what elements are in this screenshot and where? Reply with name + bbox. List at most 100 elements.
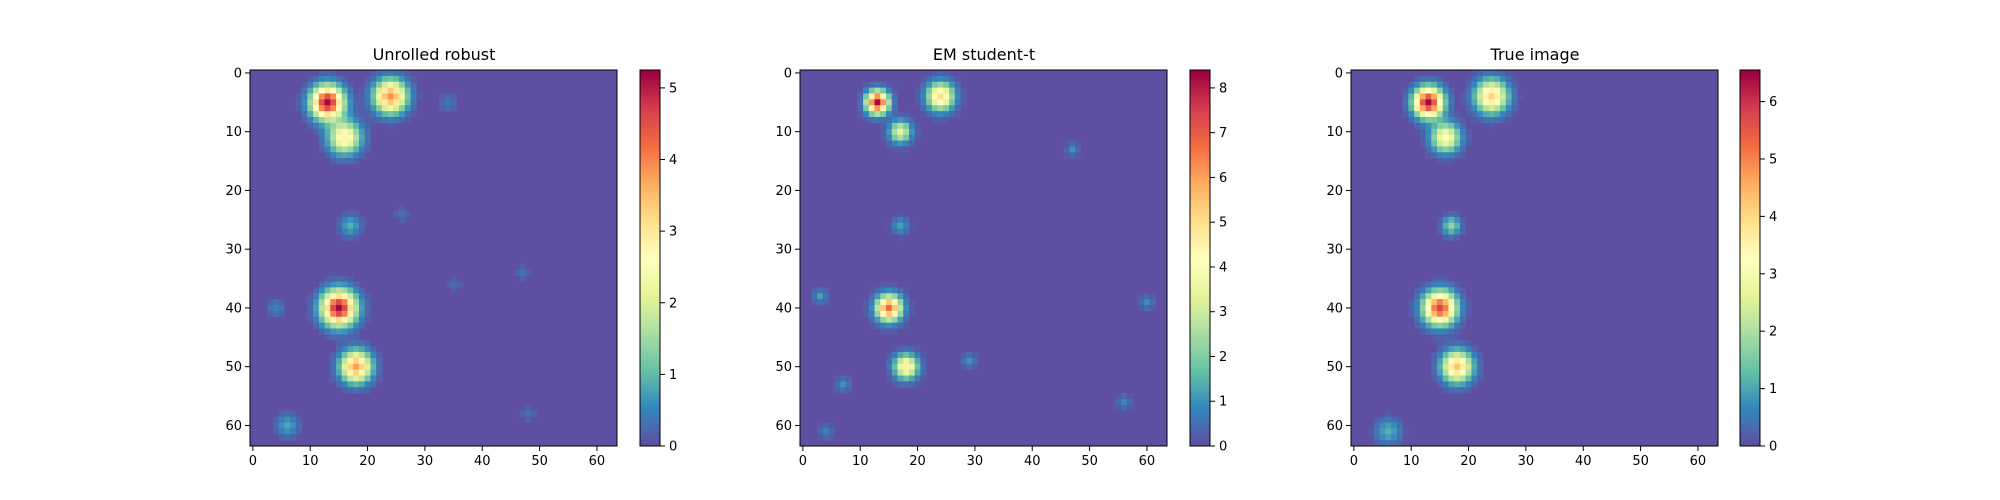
colorbar-segment (640, 242, 660, 246)
colorbar-segment (640, 430, 660, 434)
colorbar-segment (1190, 95, 1210, 99)
heatmap-cell (1442, 299, 1449, 306)
heatmap-cell (1454, 152, 1461, 159)
heatmap-cell (1402, 93, 1409, 100)
heatmap-cell (1402, 428, 1409, 435)
heatmap-cell (1477, 93, 1484, 100)
heatmap-cell (336, 140, 343, 147)
heatmap-cell (920, 111, 927, 118)
colorbar-tick-label: 4 (669, 153, 677, 168)
heatmap-cell (1391, 440, 1398, 447)
heatmap-cell (949, 81, 956, 89)
colorbar-segment (640, 383, 660, 387)
heatmap-cell (1437, 134, 1444, 141)
heatmap-cell (364, 357, 371, 365)
heatmap-cell (370, 375, 377, 382)
heatmap-cell (1500, 75, 1507, 83)
heatmap-cell (868, 293, 875, 300)
heatmap-cell (358, 305, 366, 312)
colorbar-segment (1740, 424, 1760, 428)
colorbar-segment (640, 226, 660, 231)
heatmap-cell (949, 93, 956, 100)
heatmap-cell (1431, 281, 1438, 288)
colorbar-segment (640, 283, 660, 287)
heatmap-cell (318, 81, 325, 89)
heatmap-cell (920, 93, 927, 100)
colorbar-segment (1740, 151, 1760, 156)
heatmap-cell (1477, 363, 1484, 371)
colorbar-segment (1190, 151, 1210, 156)
heatmap-cell (347, 381, 354, 388)
heatmap-cell (353, 128, 360, 136)
heatmap-cell (874, 117, 881, 124)
heatmap-cell (364, 87, 371, 94)
heatmap-cell (284, 422, 291, 429)
heatmap-cell (347, 111, 354, 118)
heatmap-cell (341, 287, 348, 294)
heatmap-cell (324, 99, 331, 106)
heatmap-cell (908, 363, 916, 371)
colorbar-segment (1740, 138, 1760, 143)
heatmap-cell (1391, 422, 1398, 429)
heatmap-cell (1075, 146, 1082, 153)
x-tick-label: 10 (1403, 454, 1420, 469)
heatmap-cell (387, 93, 394, 100)
heatmap-cell (1471, 346, 1478, 353)
heatmap-cell (341, 316, 348, 324)
heatmap-cell (1477, 81, 1484, 89)
heatmap-cell (364, 105, 371, 112)
heatmap-cell (336, 222, 343, 230)
heatmap-cell (931, 87, 939, 94)
heatmap-cell (1414, 305, 1421, 312)
heatmap-cell (926, 81, 933, 89)
heatmap-cell (1431, 146, 1438, 153)
colorbar-segment (640, 129, 660, 134)
heatmap-cell (863, 310, 870, 318)
colorbar-segment (1740, 229, 1760, 234)
colorbar-segment (1190, 298, 1210, 303)
colorbar-segment (1190, 182, 1210, 187)
colorbar-segment (640, 220, 660, 225)
heatmap-cell (347, 299, 354, 306)
heatmap-cell (313, 287, 320, 294)
heatmap-cell (880, 117, 887, 124)
heatmap-cell (347, 122, 354, 130)
heatmap-cell (330, 281, 337, 288)
colorbar-segment (640, 298, 660, 303)
colorbar-segment (1190, 195, 1210, 199)
heatmap-cell (1408, 117, 1415, 124)
heatmap-cell (347, 117, 354, 124)
colorbar-segment (640, 91, 660, 96)
heatmap-cell (1419, 99, 1426, 106)
colorbar-segment (640, 157, 660, 162)
heatmap-cell (1442, 105, 1449, 112)
heatmap-cell (1419, 281, 1426, 288)
colorbar-segment (1740, 91, 1760, 96)
heatmap-cell (1437, 369, 1444, 376)
heatmap-cell (1437, 222, 1444, 230)
heatmap-cell (1454, 322, 1461, 329)
heatmap-cell (1459, 228, 1467, 235)
heatmap-cell (1505, 105, 1512, 112)
colorbar-segment (1190, 157, 1210, 162)
heatmap-cell (376, 111, 383, 118)
colorbar-segment (1190, 123, 1210, 127)
heatmap-cell (863, 81, 870, 89)
colorbar-segment (640, 236, 660, 240)
heatmap-cell (1437, 375, 1444, 382)
heatmap-cell (1477, 105, 1484, 112)
heatmap-cell (886, 369, 893, 376)
heatmap-cell (318, 281, 325, 288)
heatmap-cell (1454, 128, 1461, 136)
colorbar-segment (1190, 170, 1210, 174)
colorbar-segment (640, 377, 660, 381)
heatmap-cell (1431, 287, 1438, 294)
heatmap-cell (1500, 87, 1507, 94)
colorbar-segment (1190, 427, 1210, 431)
heatmap-cell (886, 122, 893, 130)
heatmap-cell (1126, 399, 1133, 406)
colorbar-segment (640, 120, 660, 124)
heatmap-cell (1437, 105, 1444, 112)
heatmap-cell (908, 122, 916, 130)
heatmap-cell (336, 375, 343, 382)
